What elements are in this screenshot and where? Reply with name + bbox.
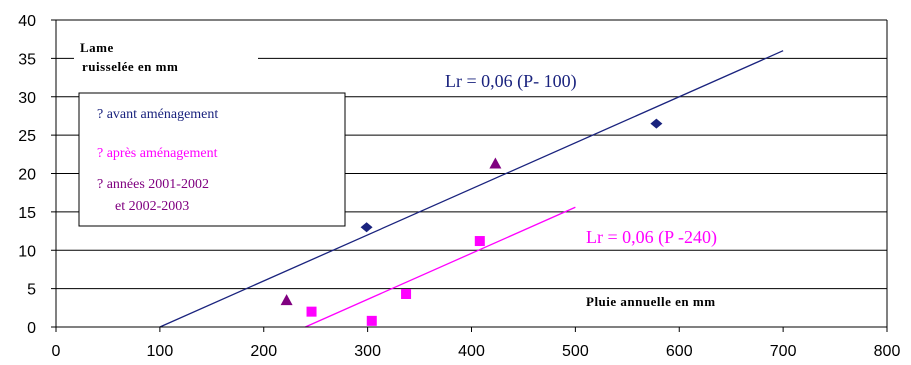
x-axis-ticks: 0 100 200 300 400 500 600 700 800 bbox=[52, 327, 901, 360]
trendline-1 bbox=[159, 50, 784, 328]
x-tick-label-400: 400 bbox=[458, 343, 485, 360]
data-point-s2-4 bbox=[474, 236, 485, 247]
y-tick-label-40: 40 bbox=[18, 13, 36, 30]
xlabel-background bbox=[580, 290, 810, 312]
legend-entry-avant: ? avant aménagement bbox=[97, 107, 218, 122]
x-tick-label-0: 0 bbox=[52, 343, 61, 360]
trendline-equation-1: Lr = 0,06 (P- 100) bbox=[445, 71, 577, 92]
legend-entry-apres: ? après aménagement bbox=[97, 146, 218, 161]
data-point-s1-2 bbox=[650, 118, 663, 129]
data-point-s2-1 bbox=[306, 306, 317, 317]
y-tick-label-30: 30 bbox=[18, 90, 36, 107]
y-axis-title-line1: Lame bbox=[80, 40, 114, 55]
data-point-s1-1 bbox=[360, 222, 373, 233]
x-tick-label-200: 200 bbox=[250, 343, 277, 360]
legend-entry-annees-line2: et 2002-2003 bbox=[115, 199, 189, 214]
y-tick-label-0: 0 bbox=[27, 320, 36, 337]
x-tick-label-500: 500 bbox=[562, 343, 589, 360]
x-tick-label-700: 700 bbox=[770, 343, 797, 360]
ylabel-background bbox=[74, 36, 258, 76]
data-points bbox=[280, 118, 663, 326]
trendlines bbox=[159, 50, 784, 328]
y-tick-label-15: 15 bbox=[18, 205, 36, 222]
trendline-2 bbox=[305, 206, 576, 328]
y-axis-title-line2: ruisselée en mm bbox=[82, 59, 178, 74]
data-point-s3-1 bbox=[280, 294, 293, 306]
y-axis-ticks: 0 5 10 15 20 25 30 35 40 bbox=[18, 13, 56, 337]
data-point-s2-3 bbox=[401, 288, 412, 299]
data-point-s3-2 bbox=[489, 157, 502, 169]
x-tick-label-800: 800 bbox=[874, 343, 901, 360]
y-tick-label-20: 20 bbox=[18, 167, 36, 184]
x-tick-label-600: 600 bbox=[666, 343, 693, 360]
y-tick-label-35: 35 bbox=[18, 51, 36, 68]
legend-box bbox=[78, 92, 346, 227]
x-tick-label-300: 300 bbox=[354, 343, 381, 360]
y-tick-label-25: 25 bbox=[18, 128, 36, 145]
x-axis-title: Pluie annuelle en mm bbox=[586, 294, 716, 309]
legend-entry-annees-line1: ? années 2001-2002 bbox=[97, 177, 209, 192]
trendline-equation-2: Lr = 0,06 (P -240) bbox=[586, 227, 717, 248]
x-tick-label-100: 100 bbox=[147, 343, 174, 360]
y-tick-label-10: 10 bbox=[18, 243, 36, 260]
data-point-s2-2 bbox=[366, 315, 377, 326]
y-tick-label-5: 5 bbox=[27, 282, 36, 299]
